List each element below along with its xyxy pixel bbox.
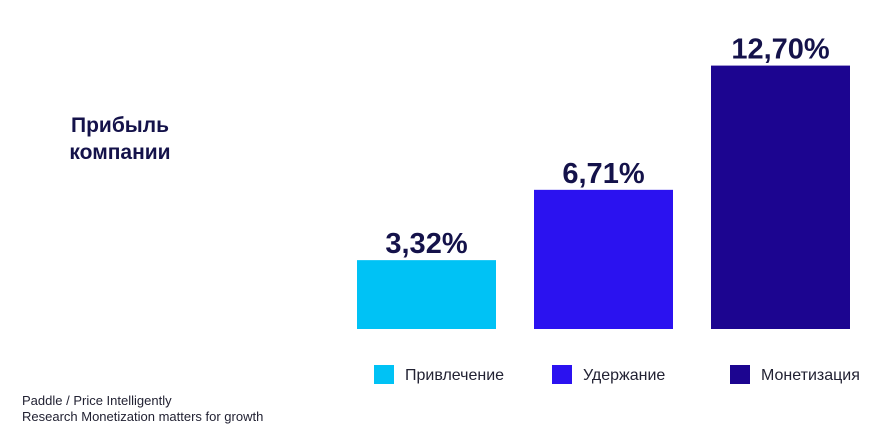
legend-label-1: Привлечение bbox=[405, 367, 504, 384]
source-note: Paddle / Price Intelligently Research Mo… bbox=[22, 393, 263, 425]
legend-swatch-3 bbox=[730, 365, 750, 384]
bar-3 bbox=[711, 65, 850, 329]
value-labels-group: 3,32% 6,71% 12,70% bbox=[385, 34, 830, 261]
legend-swatch-1 bbox=[374, 365, 394, 384]
legend-label-2: Удержание bbox=[583, 367, 665, 384]
y-axis-label: Прибыль компании bbox=[69, 114, 171, 164]
legend-label-3: Монетизация bbox=[761, 367, 860, 384]
source-line-2: Research Monetization matters for growth bbox=[22, 409, 264, 424]
bar-1 bbox=[357, 260, 496, 329]
bar-2 bbox=[534, 189, 673, 329]
legend: Привлечение Удержание Монетизация bbox=[374, 365, 860, 384]
source-line-1: Paddle / Price Intelligently bbox=[22, 393, 172, 408]
value-label-1: 3,32% bbox=[385, 228, 467, 260]
legend-swatch-2 bbox=[552, 365, 572, 384]
value-label-2: 6,71% bbox=[562, 158, 644, 190]
bars-group bbox=[357, 65, 850, 329]
value-label-3: 12,70% bbox=[731, 34, 830, 66]
